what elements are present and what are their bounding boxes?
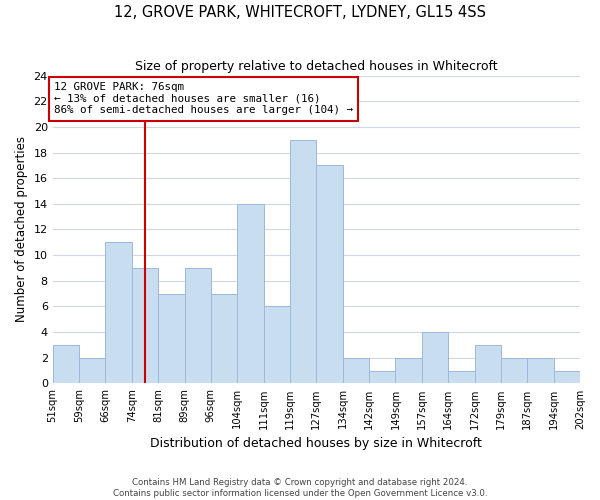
- Bar: [343, 358, 369, 384]
- Bar: [290, 140, 316, 384]
- Bar: [237, 204, 263, 384]
- Text: 12 GROVE PARK: 76sqm
← 13% of detached houses are smaller (16)
86% of semi-detac: 12 GROVE PARK: 76sqm ← 13% of detached h…: [54, 82, 353, 115]
- Bar: [158, 294, 185, 384]
- Bar: [185, 268, 211, 384]
- Title: Size of property relative to detached houses in Whitecroft: Size of property relative to detached ho…: [135, 60, 497, 73]
- Bar: [475, 345, 501, 384]
- Bar: [422, 332, 448, 384]
- Bar: [316, 166, 343, 384]
- Bar: [501, 358, 527, 384]
- Bar: [132, 268, 158, 384]
- Bar: [554, 370, 580, 384]
- Bar: [106, 242, 132, 384]
- Bar: [395, 358, 422, 384]
- Bar: [53, 345, 79, 384]
- Bar: [263, 306, 290, 384]
- Y-axis label: Number of detached properties: Number of detached properties: [15, 136, 28, 322]
- Bar: [211, 294, 237, 384]
- Bar: [448, 370, 475, 384]
- Text: 12, GROVE PARK, WHITECROFT, LYDNEY, GL15 4SS: 12, GROVE PARK, WHITECROFT, LYDNEY, GL15…: [114, 5, 486, 20]
- Text: Contains HM Land Registry data © Crown copyright and database right 2024.
Contai: Contains HM Land Registry data © Crown c…: [113, 478, 487, 498]
- X-axis label: Distribution of detached houses by size in Whitecroft: Distribution of detached houses by size …: [151, 437, 482, 450]
- Bar: [79, 358, 106, 384]
- Bar: [369, 370, 395, 384]
- Bar: [527, 358, 554, 384]
